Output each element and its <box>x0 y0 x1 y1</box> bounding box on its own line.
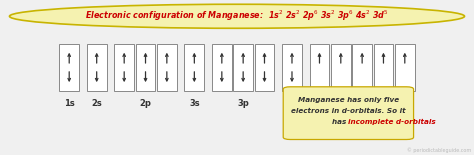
FancyBboxPatch shape <box>59 44 79 91</box>
Text: 3p: 3p <box>237 99 249 108</box>
FancyBboxPatch shape <box>310 44 329 91</box>
Text: 3s: 3s <box>189 99 200 108</box>
FancyBboxPatch shape <box>255 44 274 91</box>
Text: 2s: 2s <box>91 99 102 108</box>
Text: has: has <box>331 119 348 125</box>
FancyBboxPatch shape <box>233 44 253 91</box>
FancyBboxPatch shape <box>331 44 351 91</box>
FancyBboxPatch shape <box>136 44 155 91</box>
FancyBboxPatch shape <box>395 44 415 91</box>
Text: electrons in d-orbitals. So it: electrons in d-orbitals. So it <box>291 108 406 114</box>
Bar <box>321 88 340 92</box>
FancyBboxPatch shape <box>352 44 372 91</box>
FancyBboxPatch shape <box>114 44 134 91</box>
FancyBboxPatch shape <box>157 44 177 91</box>
Text: 1s: 1s <box>64 99 74 108</box>
FancyBboxPatch shape <box>374 44 393 91</box>
Ellipse shape <box>9 4 465 28</box>
FancyBboxPatch shape <box>283 87 413 140</box>
Text: 2p: 2p <box>139 99 152 108</box>
Text: Electronic configuration of Manganese:  1s$^2$ 2s$^2$ 2p$^6$ 3s$^2$ 3p$^6$ 4s$^2: Electronic configuration of Manganese: 1… <box>85 9 389 23</box>
Text: 3d: 3d <box>356 99 368 108</box>
FancyBboxPatch shape <box>212 44 232 91</box>
FancyBboxPatch shape <box>282 44 302 91</box>
Polygon shape <box>322 91 348 92</box>
Text: incomplete d-orbitals: incomplete d-orbitals <box>348 119 436 125</box>
Text: © periodictableguide.com: © periodictableguide.com <box>407 148 472 153</box>
FancyBboxPatch shape <box>87 44 107 91</box>
Text: 4s: 4s <box>287 99 297 108</box>
Text: Manganese has only five: Manganese has only five <box>298 97 399 103</box>
FancyBboxPatch shape <box>184 44 204 91</box>
